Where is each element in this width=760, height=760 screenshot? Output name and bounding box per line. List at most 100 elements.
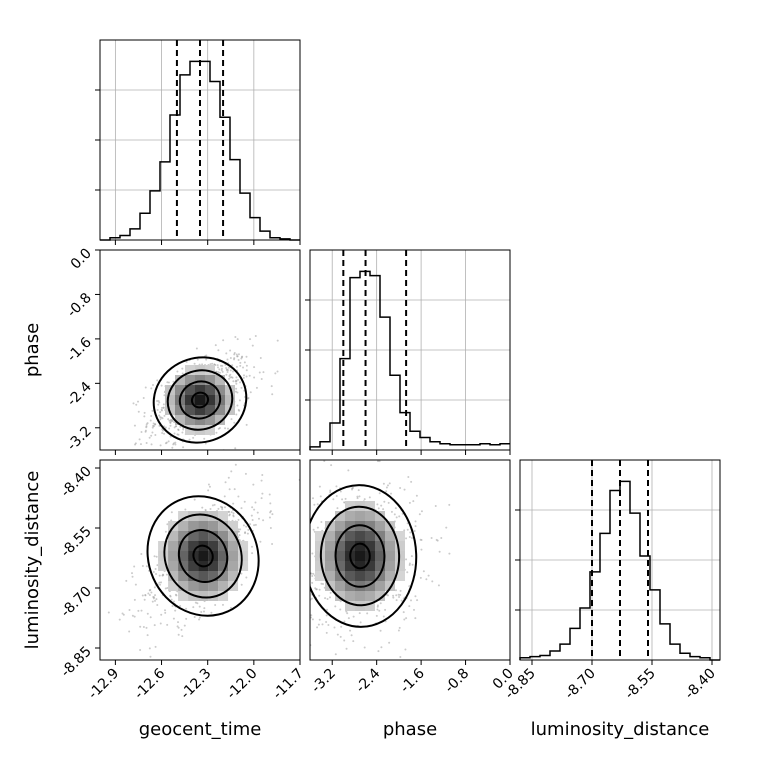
sample-point bbox=[232, 502, 235, 505]
density-cell bbox=[178, 561, 189, 571]
sample-point bbox=[316, 626, 319, 629]
contour-level-3 bbox=[319, 505, 401, 607]
density-cell bbox=[345, 531, 355, 541]
sample-point bbox=[243, 374, 246, 377]
sample-point bbox=[209, 363, 212, 366]
sample-point bbox=[154, 433, 157, 436]
sample-point bbox=[151, 409, 154, 412]
density-cell bbox=[345, 561, 355, 571]
sample-point bbox=[177, 429, 180, 432]
sample-point bbox=[217, 507, 220, 510]
density-cell bbox=[158, 551, 169, 561]
sample-point bbox=[399, 656, 402, 659]
density-cell bbox=[375, 561, 385, 571]
sample-point bbox=[330, 464, 333, 467]
density-cell bbox=[335, 511, 345, 521]
sample-point bbox=[144, 386, 147, 389]
sample-point bbox=[336, 633, 339, 636]
sample-point bbox=[149, 588, 152, 591]
histogram-panel-geocent_time bbox=[95, 39, 301, 245]
sample-point bbox=[287, 592, 289, 594]
contour-level-4 bbox=[152, 356, 248, 444]
sample-point bbox=[251, 545, 254, 548]
density-cell bbox=[315, 571, 325, 581]
sample-point bbox=[239, 528, 242, 531]
sample-point bbox=[227, 476, 230, 479]
sample-point bbox=[207, 489, 210, 492]
sample-point bbox=[359, 621, 362, 624]
panel-content bbox=[107, 463, 300, 658]
sample-point bbox=[311, 575, 314, 578]
sample-point bbox=[168, 427, 171, 430]
sample-point bbox=[167, 440, 170, 443]
sample-point bbox=[216, 364, 219, 367]
sample-point bbox=[344, 497, 347, 500]
sample-point bbox=[176, 625, 179, 628]
sample-point bbox=[245, 355, 248, 358]
sample-point bbox=[185, 607, 188, 610]
sample-point bbox=[296, 522, 298, 524]
sample-point bbox=[419, 576, 422, 579]
sample-point bbox=[223, 506, 226, 509]
sample-point bbox=[177, 626, 180, 629]
x-axis-label-luminosity-distance: luminosity_distance bbox=[531, 719, 710, 740]
sample-point bbox=[251, 344, 254, 347]
sample-point bbox=[177, 433, 180, 436]
sample-point bbox=[334, 605, 337, 608]
density-cell bbox=[218, 581, 229, 591]
sample-point bbox=[339, 490, 342, 493]
sample-point bbox=[167, 381, 170, 384]
sample-point bbox=[345, 647, 348, 650]
sample-point bbox=[140, 430, 143, 433]
sample-point bbox=[131, 575, 134, 578]
sample-point bbox=[363, 498, 366, 501]
sample-point bbox=[160, 581, 163, 584]
sample-point bbox=[161, 432, 164, 435]
sample-point bbox=[296, 486, 298, 488]
sample-point bbox=[236, 355, 239, 358]
sample-point bbox=[271, 513, 274, 516]
sample-point bbox=[312, 528, 315, 531]
sample-point bbox=[295, 546, 297, 548]
sample-point bbox=[236, 391, 239, 394]
x-tick-label-geocent_time: -12.6 bbox=[131, 665, 168, 702]
sample-point bbox=[297, 533, 299, 535]
sample-point bbox=[329, 491, 332, 494]
sample-point bbox=[141, 594, 144, 597]
sample-point bbox=[121, 612, 124, 615]
density-cell bbox=[365, 581, 375, 591]
sample-point bbox=[229, 606, 232, 609]
sample-point bbox=[159, 416, 162, 419]
density-cell bbox=[175, 415, 185, 425]
contour-level-4 bbox=[310, 484, 418, 628]
sample-point bbox=[198, 616, 201, 619]
sample-point bbox=[301, 571, 303, 573]
sample-point bbox=[351, 488, 354, 491]
sample-point bbox=[255, 386, 258, 389]
sample-point bbox=[251, 518, 254, 521]
sample-point bbox=[198, 605, 201, 608]
sample-point bbox=[232, 380, 235, 383]
sample-point bbox=[153, 555, 156, 558]
sample-point bbox=[237, 358, 240, 361]
density-cell bbox=[335, 581, 345, 591]
sample-point bbox=[394, 507, 397, 510]
sample-point bbox=[221, 506, 224, 509]
sample-point bbox=[334, 653, 337, 656]
sample-point bbox=[181, 367, 184, 370]
sample-point bbox=[398, 596, 401, 599]
sample-point bbox=[385, 486, 388, 489]
sample-point bbox=[176, 370, 179, 373]
sample-point bbox=[368, 496, 371, 499]
sample-point bbox=[169, 424, 172, 427]
sample-point bbox=[227, 369, 230, 372]
density-cell bbox=[355, 511, 365, 521]
sample-point bbox=[193, 616, 196, 619]
density-cell bbox=[375, 591, 385, 601]
y-tick-label-luminosity_distance: -8.55 bbox=[58, 524, 95, 561]
sample-point bbox=[233, 488, 236, 491]
sample-point bbox=[388, 482, 391, 485]
density-cell bbox=[175, 375, 185, 385]
sample-point bbox=[296, 565, 298, 567]
sample-point bbox=[376, 604, 379, 607]
